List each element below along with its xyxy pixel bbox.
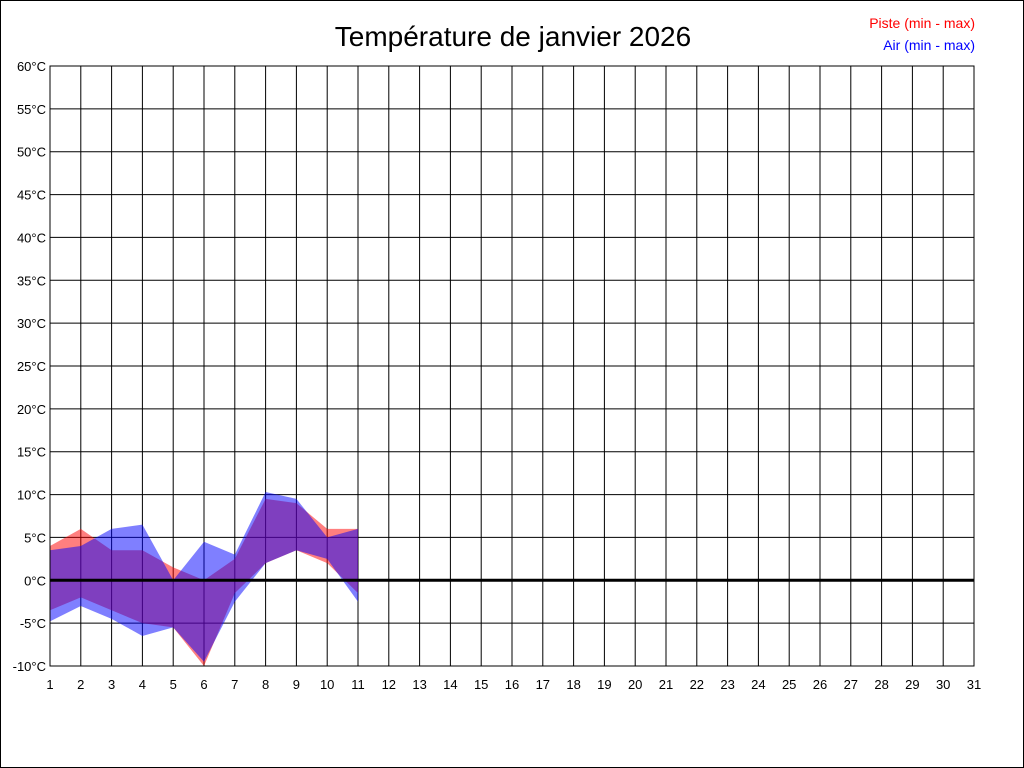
y-axis-ticks: 60°C 55°C 50°C 45°C 40°C 35°C 30°C 25°C 20°C 15°C… bbox=[13, 59, 46, 674]
x-tick-label: 20 bbox=[628, 677, 642, 692]
x-tick-label: 11 bbox=[351, 677, 365, 692]
x-tick-label: 9 bbox=[293, 677, 300, 692]
x-tick-label: 31 bbox=[967, 677, 981, 692]
series-areas bbox=[50, 492, 358, 666]
y-tick-label: -5°C bbox=[20, 616, 46, 631]
x-tick-label: 30 bbox=[936, 677, 950, 692]
y-tick-label: 35°C bbox=[17, 273, 46, 288]
x-tick-label: 15 bbox=[474, 677, 488, 692]
y-tick-label: 5°C bbox=[24, 530, 46, 545]
x-tick-label: 27 bbox=[844, 677, 858, 692]
x-tick-label: 28 bbox=[874, 677, 888, 692]
x-tick-label: 5 bbox=[170, 677, 177, 692]
x-tick-label: 19 bbox=[597, 677, 611, 692]
x-tick-label: 7 bbox=[231, 677, 238, 692]
y-tick-label: 10°C bbox=[17, 488, 46, 503]
y-tick-label: 25°C bbox=[17, 359, 46, 374]
x-tick-label: 29 bbox=[905, 677, 919, 692]
x-tick-label: 23 bbox=[720, 677, 734, 692]
x-tick-label: 13 bbox=[412, 677, 426, 692]
x-tick-label: 18 bbox=[566, 677, 580, 692]
y-tick-label: 20°C bbox=[17, 402, 46, 417]
chart-title: Température de janvier 2026 bbox=[335, 21, 691, 52]
x-tick-label: 3 bbox=[108, 677, 115, 692]
x-tick-label: 8 bbox=[262, 677, 269, 692]
y-tick-label: 0°C bbox=[24, 573, 46, 588]
x-tick-label: 12 bbox=[382, 677, 396, 692]
x-tick-label: 26 bbox=[813, 677, 827, 692]
y-tick-label: 60°C bbox=[17, 59, 46, 74]
legend: Piste (min - max) Air (min - max) bbox=[869, 15, 975, 53]
x-tick-label: 14 bbox=[443, 677, 457, 692]
series-area-air bbox=[50, 492, 358, 662]
x-tick-label: 2 bbox=[77, 677, 84, 692]
y-tick-label: 45°C bbox=[17, 188, 46, 203]
y-tick-label: 50°C bbox=[17, 145, 46, 160]
x-tick-label: 25 bbox=[782, 677, 796, 692]
x-tick-label: 16 bbox=[505, 677, 519, 692]
x-tick-label: 6 bbox=[200, 677, 207, 692]
plot-border bbox=[49, 65, 975, 667]
x-tick-label: 22 bbox=[690, 677, 704, 692]
legend-entry-piste: Piste (min - max) bbox=[869, 15, 975, 31]
y-tick-label: 30°C bbox=[17, 316, 46, 331]
x-axis-ticks: 1 2 3 4 5 6 7 8 9 10 11 12 13 14 15 16 17 18 19 20 21 22 23 24 2… bbox=[46, 677, 981, 692]
x-tick-label: 1 bbox=[46, 677, 53, 692]
x-tick-label: 24 bbox=[751, 677, 765, 692]
x-tick-label: 10 bbox=[320, 677, 334, 692]
y-tick-label: -10°C bbox=[13, 659, 46, 674]
x-tick-label: 4 bbox=[139, 677, 146, 692]
x-tick-label: 21 bbox=[659, 677, 673, 692]
y-tick-label: 40°C bbox=[17, 230, 46, 245]
y-tick-label: 55°C bbox=[17, 102, 46, 117]
x-tick-label: 17 bbox=[536, 677, 550, 692]
legend-entry-air: Air (min - max) bbox=[883, 37, 975, 53]
y-tick-label: 15°C bbox=[17, 445, 46, 460]
